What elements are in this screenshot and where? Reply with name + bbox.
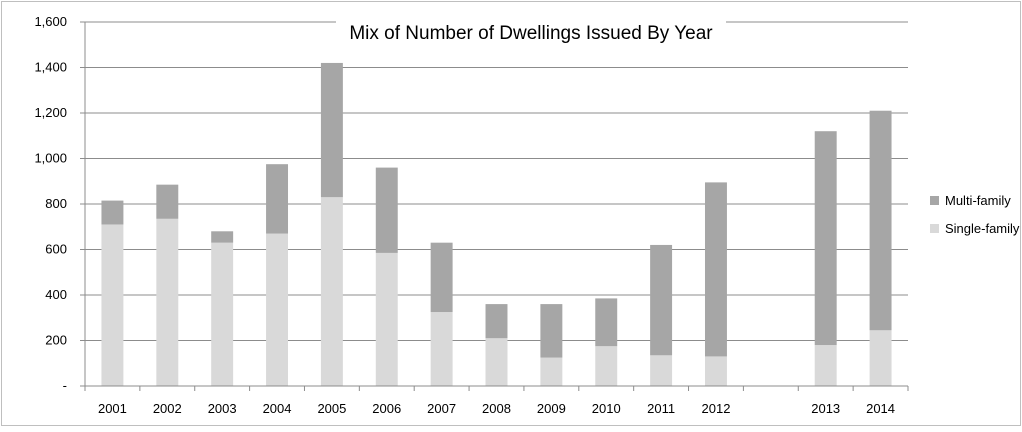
bar-2013-single-family: [814, 345, 837, 386]
y-tick-label-800: 800: [45, 196, 67, 211]
bar-2004-multi-family: [266, 164, 289, 234]
bar-2011-single-family: [650, 355, 673, 386]
x-tick-label-2012: 2012: [702, 401, 731, 416]
bar-2005-single-family: [320, 197, 343, 386]
bar-2010-single-family: [595, 346, 618, 386]
y-tick-label-1600: 1,600: [34, 14, 67, 29]
y-tick-label-200: 200: [45, 333, 67, 348]
bar-2006-single-family: [375, 252, 398, 386]
y-tick-label-0: -: [63, 378, 67, 393]
x-tick-label-2008: 2008: [482, 401, 511, 416]
bar-2003-multi-family: [211, 231, 234, 243]
bar-2014-single-family: [869, 330, 892, 386]
x-axis: 2001 2002 2003 2004 2005 2006 2007 2008 2009 2010…: [84, 385, 909, 416]
x-tick-label-2006: 2006: [372, 401, 401, 416]
x-tick-label-2001: 2001: [98, 401, 127, 416]
bar-2001-multi-family: [101, 200, 124, 225]
legend-label-single-family: Single-family: [945, 221, 1020, 236]
bar-2005-multi-family: [320, 62, 343, 198]
bar-2008-multi-family: [485, 304, 508, 339]
y-tick-label-1200: 1,200: [34, 105, 67, 120]
bar-2002-single-family: [156, 218, 179, 386]
bar-2006-multi-family: [375, 167, 398, 253]
bar-2003-single-family: [211, 242, 234, 386]
y-tick-label-400: 400: [45, 287, 67, 302]
legend-swatch-single-family: [930, 224, 939, 233]
x-tick-label-2014: 2014: [866, 401, 895, 416]
x-tick-label-2009: 2009: [537, 401, 566, 416]
y-tick-label-1400: 1,400: [34, 60, 67, 75]
bar-2012-multi-family: [704, 182, 727, 357]
bar-2010-multi-family: [595, 298, 618, 347]
x-tick-label-2013: 2013: [811, 401, 840, 416]
bar-2009-single-family: [540, 357, 563, 386]
x-tick-label-2005: 2005: [317, 401, 346, 416]
y-tick-label-1000: 1,000: [34, 151, 67, 166]
legend-swatch-multi-family: [930, 196, 939, 205]
bar-2007-multi-family: [430, 242, 453, 313]
chart-title-group: Mix of Number of Dwellings Issued By Yea…: [336, 16, 726, 50]
bar-2009-multi-family: [540, 304, 563, 358]
x-tick-label-2002: 2002: [153, 401, 182, 416]
bar-2011-multi-family: [650, 244, 673, 356]
bar-2002-multi-family: [156, 184, 179, 219]
chart-title-background: [336, 16, 726, 50]
chart-title: Mix of Number of Dwellings Issued By Yea…: [349, 23, 713, 44]
x-tick-label-2003: 2003: [208, 401, 237, 416]
bar-2013-multi-family: [814, 131, 837, 346]
x-tick-label-2010: 2010: [592, 401, 621, 416]
x-tick-label-2004: 2004: [263, 401, 292, 416]
bar-2004-single-family: [266, 233, 289, 386]
bars: [101, 62, 892, 386]
bar-2012-single-family: [704, 356, 727, 386]
bar-2014-multi-family: [869, 110, 892, 331]
y-tick-label-600: 600: [45, 242, 67, 257]
bar-2007-single-family: [430, 312, 453, 386]
y-axis: - 200 400 600 800 1,000 1,200 1,400 1,600: [34, 14, 86, 393]
x-tick-label-2007: 2007: [427, 401, 456, 416]
bar-2008-single-family: [485, 338, 508, 386]
x-tick-label-2011: 2011: [647, 401, 675, 416]
bar-2001-single-family: [101, 224, 124, 386]
legend: Multi-family Single-family: [930, 193, 1020, 236]
legend-label-multi-family: Multi-family: [945, 193, 1011, 208]
